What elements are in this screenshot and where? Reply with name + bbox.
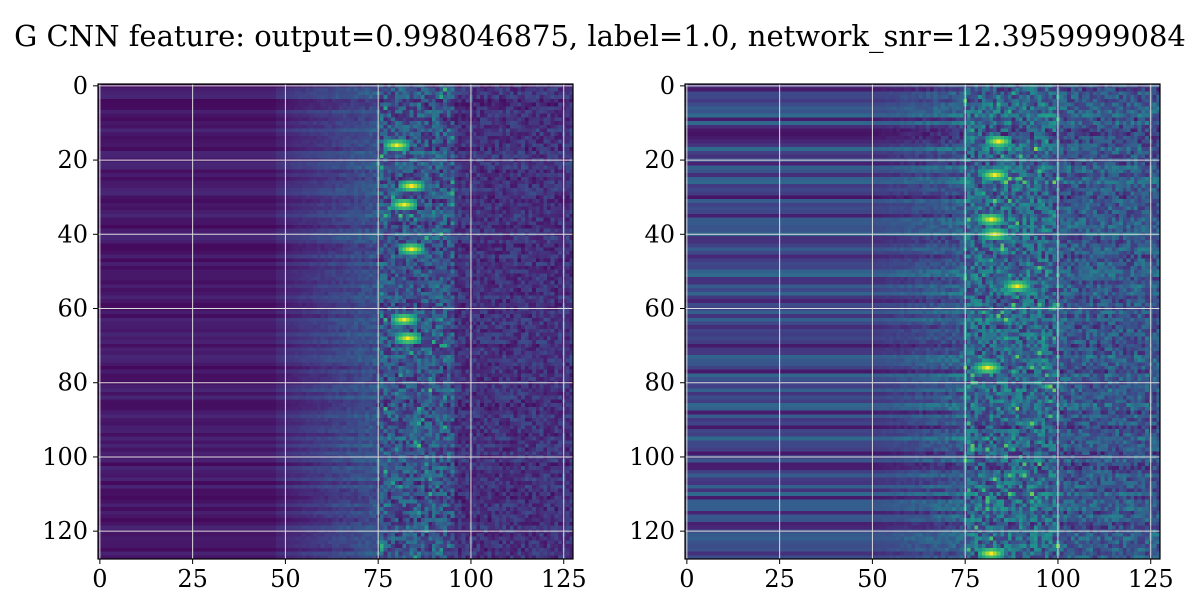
y-tick-label: 0 [660,72,675,100]
x-tick-label: 125 [541,565,587,593]
x-tick-label: 75 [363,565,394,593]
y-tick-label: 60 [644,295,675,323]
y-tick-label: 40 [57,220,88,248]
y-tick-label: 20 [644,146,675,174]
y-tick-label: 100 [629,443,675,471]
x-tick-label: 125 [1128,565,1174,593]
y-tick-label: 80 [57,369,88,397]
y-tick-label: 80 [644,369,675,397]
x-tick-label: 100 [1035,565,1081,593]
x-tick-label: 50 [857,565,888,593]
x-tick-label: 25 [764,565,795,593]
y-tick-label: 0 [73,72,88,100]
heatmap-panel-right: 0 25 50 75 100 125 0 20 40 60 80 100 120 [629,72,1174,593]
y-tick-label: 120 [629,517,675,545]
x-tick-label: 25 [177,565,208,593]
y-tick-label: 100 [42,443,88,471]
heatmap-panel-left: 0 25 50 75 100 125 0 20 40 60 80 100 120 [42,72,587,593]
y-tick-label: 120 [42,517,88,545]
axes-frame [684,83,1161,560]
figure-title: G CNN feature: output=0.998046875, label… [14,19,1186,53]
heatmap-image [98,84,573,559]
x-tick-label: 0 [92,565,107,593]
y-tick-label: 40 [644,220,675,248]
axes-frame [97,83,574,560]
x-tick-label: 0 [679,565,694,593]
x-tick-label: 100 [448,565,494,593]
heatmap-image [685,84,1160,559]
x-tick-label: 75 [950,565,981,593]
y-tick-label: 60 [57,295,88,323]
y-tick-label: 20 [57,146,88,174]
x-tick-label: 50 [270,565,301,593]
